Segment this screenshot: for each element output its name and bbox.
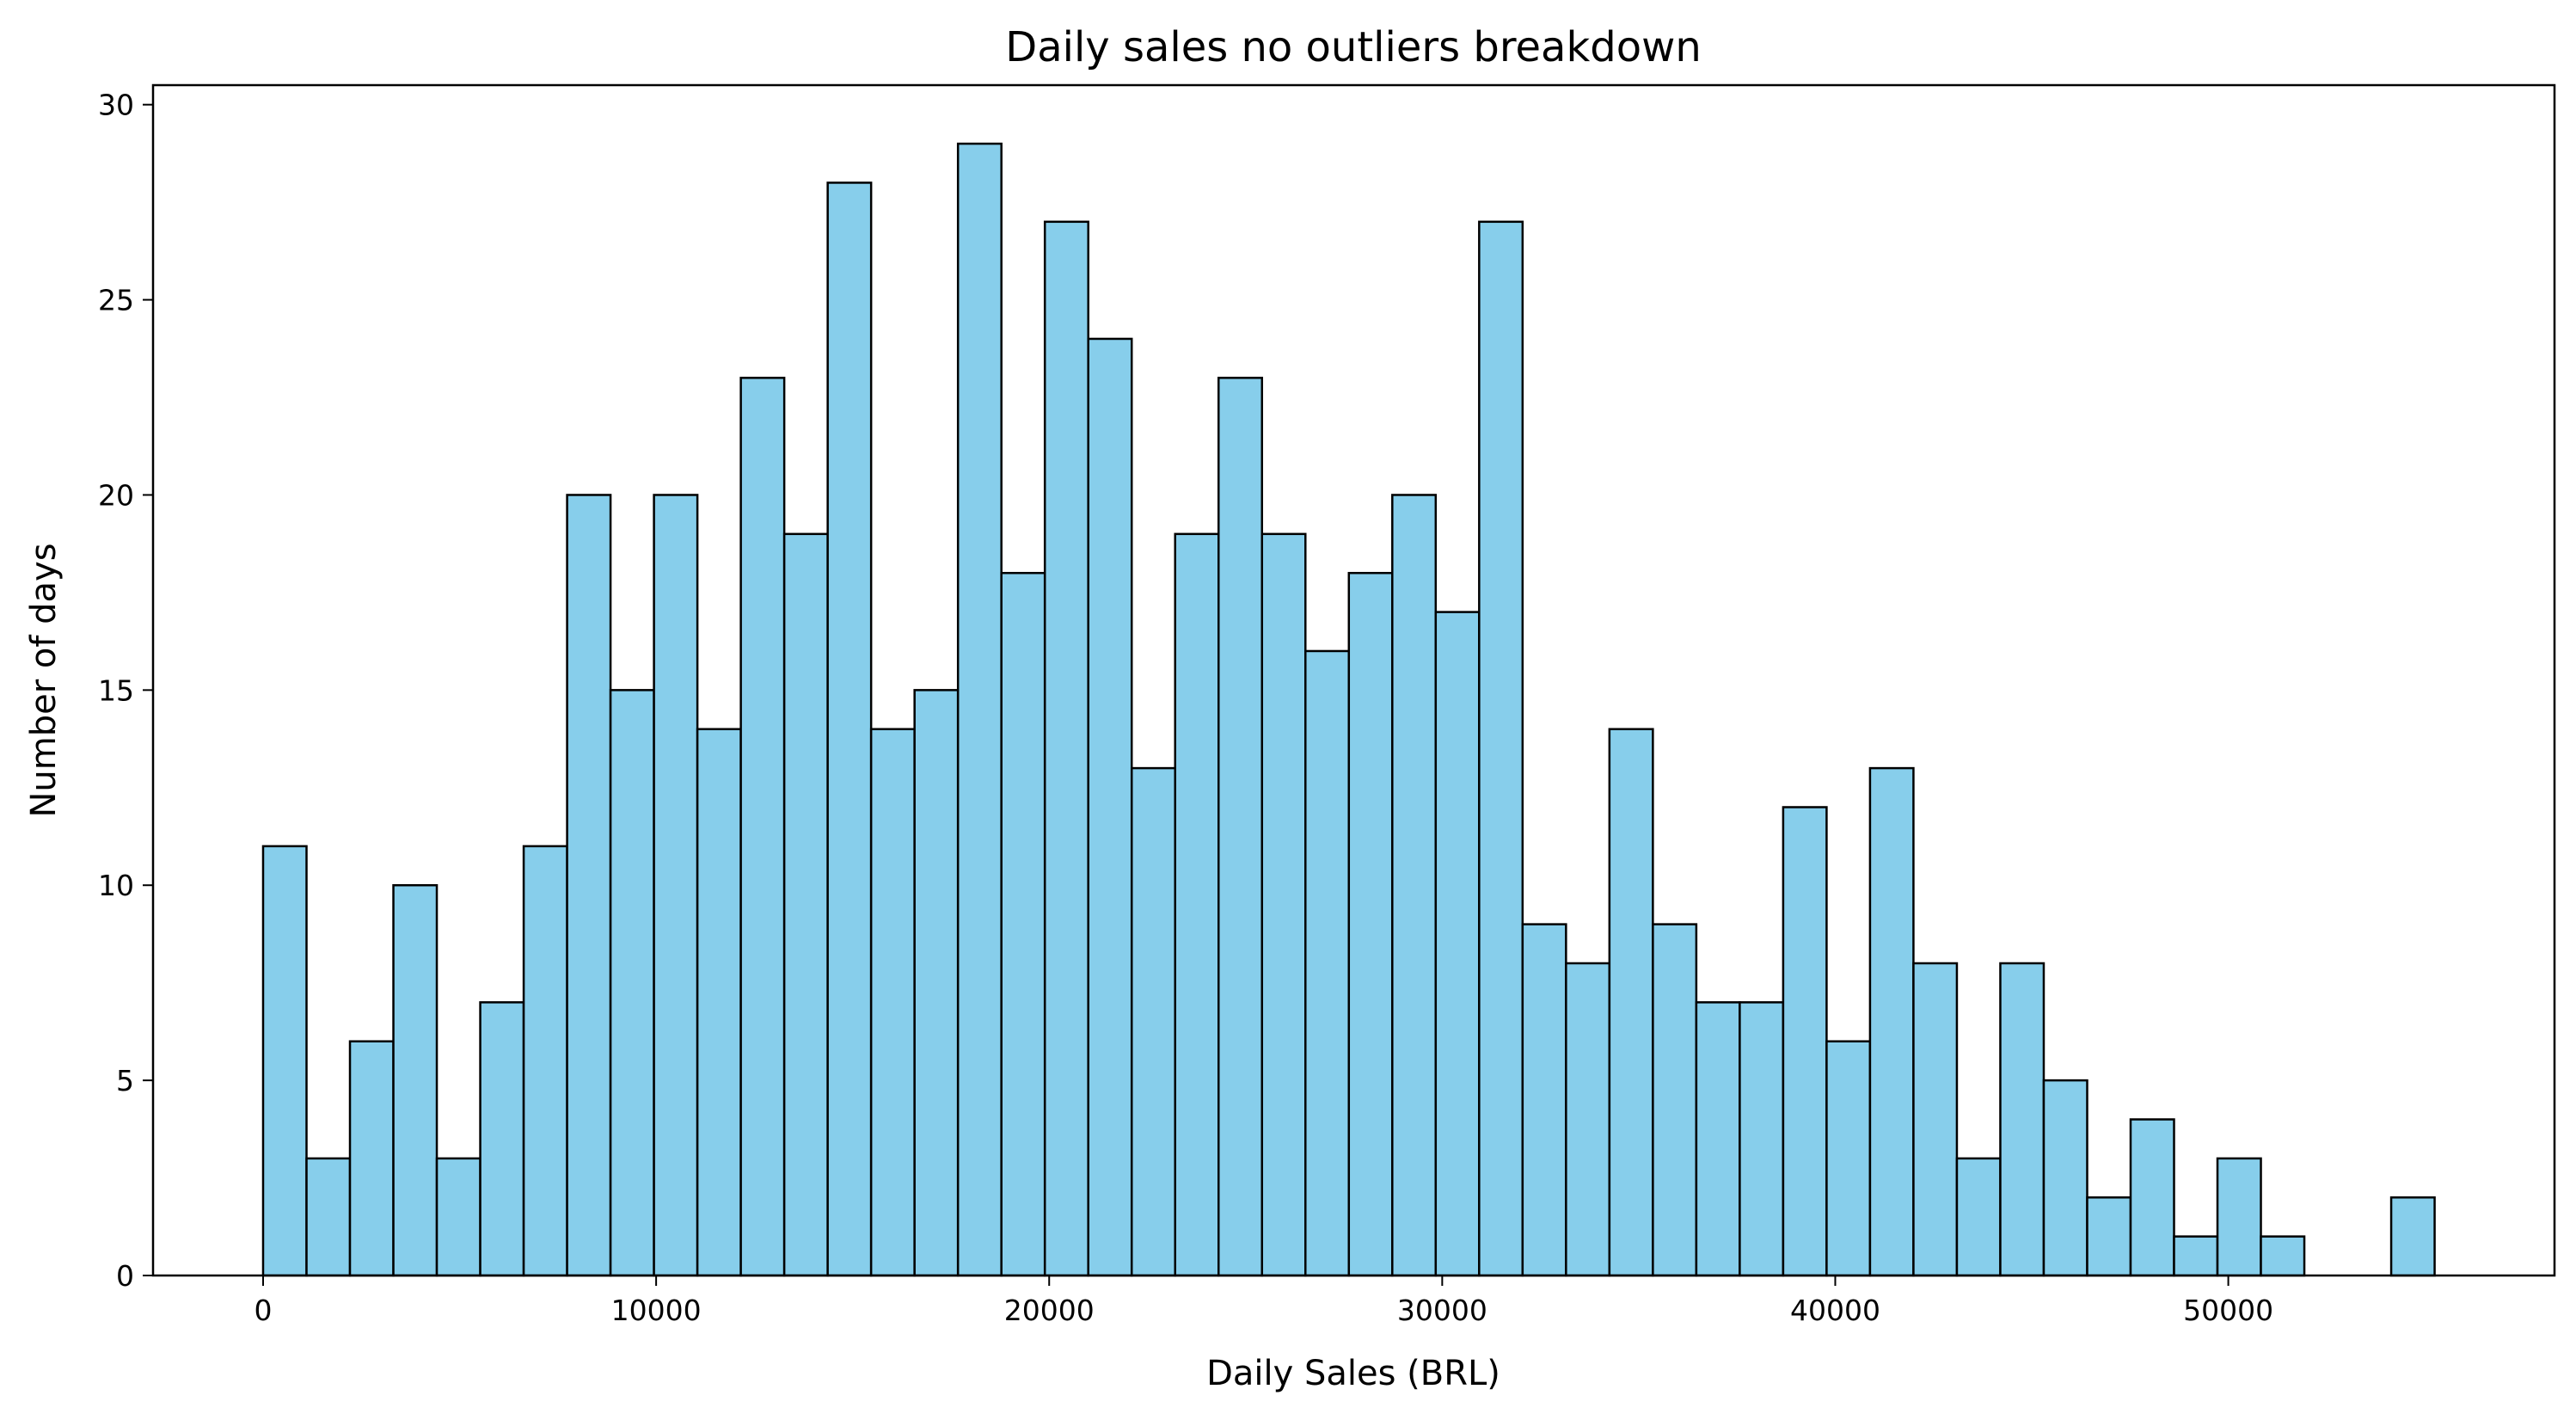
x-tick-label: 50000 (2183, 1294, 2273, 1327)
histogram-bar (869, 728, 916, 1277)
y-axis-ticks: 0 5 10 15 20 25 30 (98, 89, 153, 1293)
histogram-bar (1217, 377, 1264, 1277)
x-tick-label: 20000 (1004, 1294, 1095, 1327)
histogram-bar (826, 181, 873, 1277)
histogram-bar (2129, 1118, 2175, 1277)
histogram-bar (1260, 532, 1307, 1277)
histogram-bar (479, 1001, 525, 1277)
histogram-bar (1043, 220, 1089, 1277)
y-tick-label: 20 (98, 478, 134, 512)
x-tick-label: 30000 (1397, 1294, 1487, 1327)
histogram-bar (1087, 337, 1133, 1277)
histogram-bar (2389, 1196, 2436, 1277)
y-tick-label: 15 (98, 673, 134, 707)
histogram-bar (2216, 1157, 2262, 1277)
histogram-bar (1868, 766, 1915, 1277)
histogram-bar (348, 1040, 395, 1277)
histogram-bar (2173, 1235, 2219, 1277)
y-tick-label: 10 (98, 869, 134, 902)
y-tick-label: 25 (98, 284, 134, 317)
histogram-bar (1912, 962, 1959, 1277)
x-axis-ticks: 0 10000 20000 30000 40000 50000 (254, 1276, 2273, 1327)
x-axis-label: Daily Sales (BRL) (1206, 1354, 1500, 1393)
histogram-bar (1174, 532, 1220, 1277)
histogram-bar (261, 845, 308, 1277)
histogram-bar (1565, 962, 1611, 1277)
histogram-bar (782, 532, 829, 1277)
x-tick-label: 0 (254, 1294, 272, 1327)
histogram-bar (913, 689, 960, 1277)
histogram-bar (1782, 806, 1828, 1277)
histogram-bar (739, 377, 786, 1277)
y-tick-label: 0 (116, 1259, 134, 1293)
chart-title: Daily sales no outliers breakdown (1005, 23, 1702, 71)
axes-frame (151, 83, 2556, 1277)
histogram-bar (305, 1157, 352, 1277)
histogram-bar (1304, 649, 1351, 1277)
histogram-bar (2260, 1235, 2306, 1277)
histogram-bar (1391, 494, 1438, 1277)
histogram-bar (566, 494, 612, 1277)
histogram-bar (2042, 1079, 2088, 1277)
histogram-bar (956, 142, 1003, 1277)
histogram-bar (609, 689, 655, 1277)
y-axis-label: Number of days (24, 543, 64, 817)
histogram-bar (1000, 571, 1046, 1277)
histogram-bar (522, 845, 568, 1277)
histogram-bar (1521, 923, 1567, 1277)
histogram-bar (1347, 571, 1394, 1277)
histogram-bar (1955, 1157, 2002, 1277)
x-tick-label: 10000 (611, 1294, 702, 1327)
histogram-bar (1608, 728, 1654, 1277)
histogram-bar (1999, 962, 2045, 1277)
histogram-bar (1695, 1001, 1741, 1277)
histogram-bar (653, 494, 699, 1277)
histogram-bar (696, 728, 742, 1277)
bars-group (261, 142, 2436, 1277)
histogram-bar (435, 1157, 481, 1277)
histogram-bar (1652, 923, 1698, 1277)
histogram-bar (1739, 1001, 1785, 1277)
histogram-bar (1825, 1040, 1872, 1277)
x-tick-label: 40000 (1790, 1294, 1880, 1327)
histogram-bar (2086, 1196, 2132, 1277)
histogram-bar (1130, 766, 1176, 1277)
histogram-bar (392, 883, 439, 1277)
histogram-bar (1434, 611, 1481, 1277)
histogram-bar (1478, 220, 1524, 1277)
y-tick-label: 5 (116, 1064, 134, 1097)
y-tick-label: 30 (98, 89, 134, 122)
